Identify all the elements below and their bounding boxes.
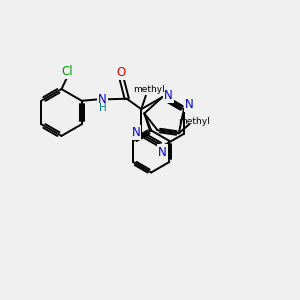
Text: N: N [164, 89, 173, 102]
Text: O: O [117, 66, 126, 79]
Text: N: N [158, 146, 167, 159]
Text: N: N [98, 93, 106, 106]
Text: N: N [131, 126, 140, 139]
Text: N: N [185, 98, 194, 111]
Text: H: H [99, 103, 107, 113]
Text: methyl: methyl [134, 85, 165, 94]
Text: methyl: methyl [178, 117, 210, 126]
Text: Cl: Cl [62, 65, 73, 78]
